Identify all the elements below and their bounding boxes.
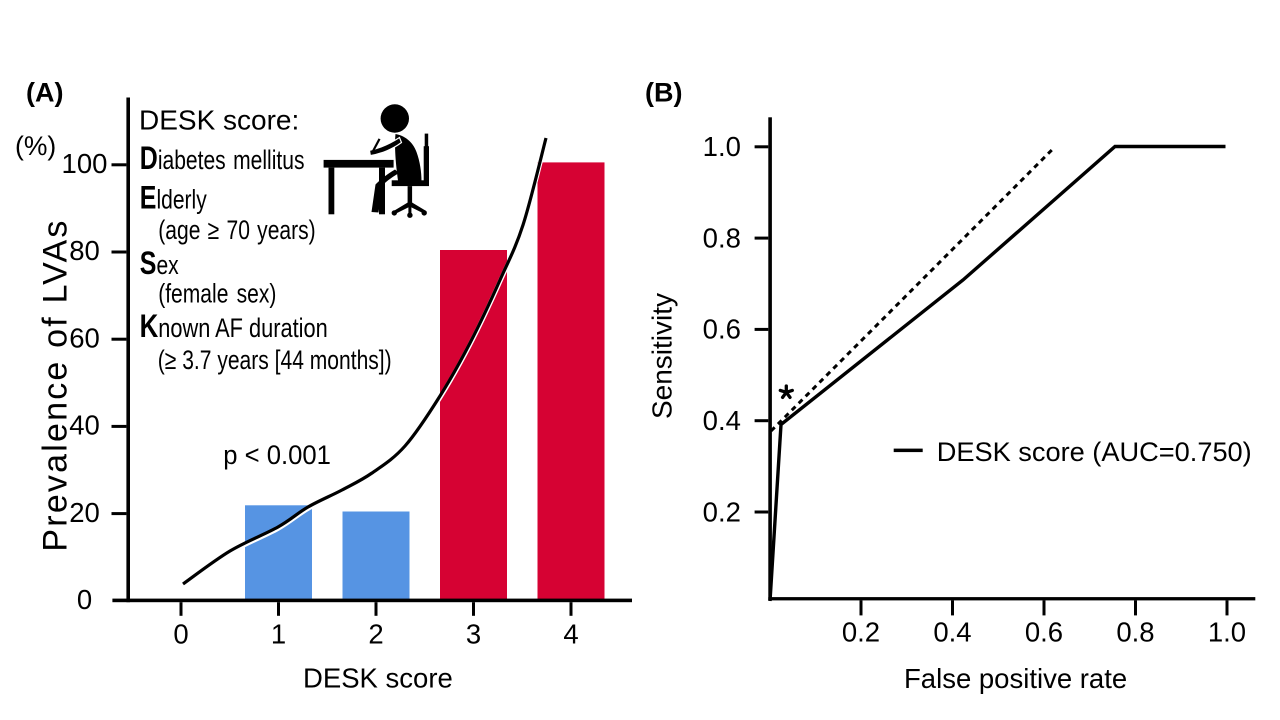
svg-text:1.0: 1.0 xyxy=(1208,617,1246,648)
svg-text:0.6: 0.6 xyxy=(703,314,741,345)
svg-text:100: 100 xyxy=(62,148,108,179)
svg-text:0.4: 0.4 xyxy=(703,405,741,436)
svg-text:40: 40 xyxy=(69,410,100,441)
svg-text:Elderly: Elderly xyxy=(140,180,208,216)
svg-text:(B): (B) xyxy=(645,78,682,108)
svg-text:(≥ 3.7 years [44 months]): (≥ 3.7 years [44 months]) xyxy=(158,346,392,376)
svg-text:0.2: 0.2 xyxy=(703,496,741,527)
svg-text:DESK score: DESK score xyxy=(303,662,453,693)
svg-text:0: 0 xyxy=(173,619,188,650)
svg-text:Known AF duration: Known AF duration xyxy=(140,310,328,345)
svg-text:False positive rate: False positive rate xyxy=(904,663,1127,694)
svg-text:0.8: 0.8 xyxy=(703,222,741,253)
svg-text:60: 60 xyxy=(69,322,100,353)
svg-text:3: 3 xyxy=(466,619,481,650)
svg-text:0.6: 0.6 xyxy=(1025,617,1063,648)
svg-text:0.4: 0.4 xyxy=(933,617,971,648)
svg-text:(age ≥ 70 years): (age ≥ 70 years) xyxy=(158,216,315,246)
svg-text:20: 20 xyxy=(69,497,100,528)
svg-text:DESK score:: DESK score: xyxy=(139,105,299,136)
svg-text:(A): (A) xyxy=(26,78,63,108)
svg-text:Sex: Sex xyxy=(140,246,179,282)
svg-text:(female sex): (female sex) xyxy=(158,279,276,309)
svg-text:Prevalence of LVAs: Prevalence of LVAs xyxy=(37,218,75,551)
svg-text:(%): (%) xyxy=(15,131,56,161)
svg-text:p < 0.001: p < 0.001 xyxy=(223,439,331,470)
svg-text:2: 2 xyxy=(368,619,383,650)
svg-text:Diabetes mellitus: Diabetes mellitus xyxy=(140,141,305,177)
svg-text:80: 80 xyxy=(69,235,100,266)
svg-text:0: 0 xyxy=(77,584,92,615)
svg-text:Sensitivity: Sensitivity xyxy=(647,293,678,419)
svg-text:4: 4 xyxy=(563,619,578,650)
svg-text:1: 1 xyxy=(271,619,286,650)
svg-text:0.8: 0.8 xyxy=(1116,617,1154,648)
svg-text:0.2: 0.2 xyxy=(842,617,880,648)
svg-text:DESK score (AUC=0.750): DESK score (AUC=0.750) xyxy=(937,436,1252,467)
svg-text:1.0: 1.0 xyxy=(703,131,741,162)
